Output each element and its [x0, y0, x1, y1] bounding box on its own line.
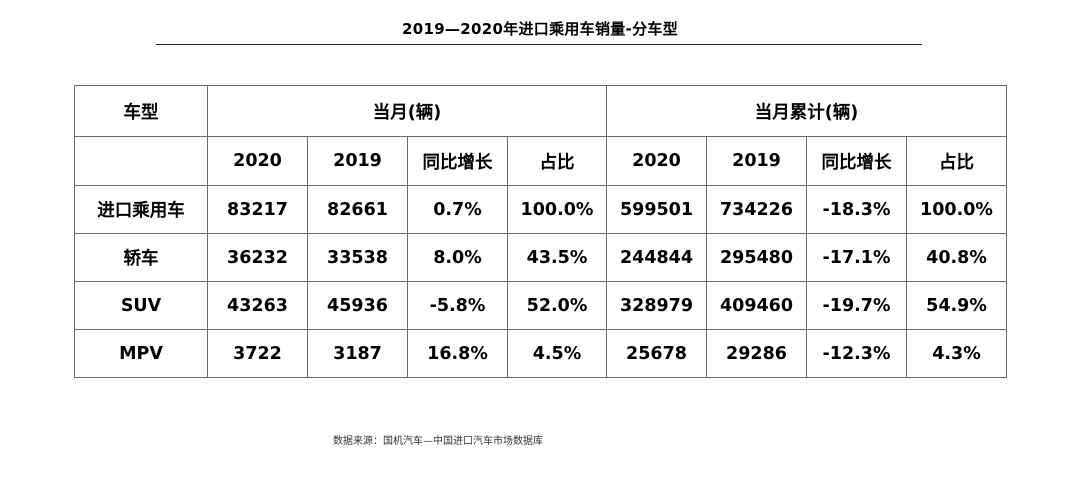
- data-source-note: 数据来源：国机汽车—中国进口汽车市场数据库: [333, 436, 543, 447]
- subheader-monthly-2019: 2019: [307, 136, 408, 186]
- subheader-cumulative-share: 占比: [906, 136, 1007, 186]
- table-cell: 83217: [207, 185, 308, 234]
- table-cell: 29286: [706, 329, 807, 378]
- row-label: 进口乘用车: [74, 185, 208, 234]
- table-cell: -5.8%: [407, 281, 508, 330]
- header-group-row: 车型 当月(辆) 当月累计(辆): [74, 85, 1007, 137]
- table-cell: 33538: [307, 233, 408, 282]
- table-row: 进口乘用车 83217 82661 0.7% 100.0% 599501 734…: [74, 185, 1007, 234]
- empty-header-cell: [74, 136, 208, 186]
- table-cell: 54.9%: [906, 281, 1007, 330]
- table-cell: 52.0%: [507, 281, 607, 330]
- table-cell: 45936: [307, 281, 408, 330]
- table-cell: 43263: [207, 281, 308, 330]
- table-cell: -17.1%: [806, 233, 907, 282]
- table-cell: 100.0%: [507, 185, 607, 234]
- row-label: MPV: [74, 329, 208, 378]
- table-cell: 100.0%: [906, 185, 1007, 234]
- table-row: 轿车 36232 33538 8.0% 43.5% 244844 295480 …: [74, 233, 1007, 282]
- table-row: MPV 3722 3187 16.8% 4.5% 25678 29286 -12…: [74, 329, 1007, 378]
- subheader-monthly-share: 占比: [507, 136, 607, 186]
- table-cell: 8.0%: [407, 233, 508, 282]
- subheader-cumulative-2020: 2020: [606, 136, 707, 186]
- row-label: SUV: [74, 281, 208, 330]
- sales-table: 车型 当月(辆) 当月累计(辆) 2020 2019 同比增长 占比 2020 …: [74, 85, 1007, 378]
- vehicle-type-header: 车型: [74, 85, 208, 137]
- subheader-row: 2020 2019 同比增长 占比 2020 2019 同比增长 占比: [74, 136, 1007, 186]
- monthly-group-header: 当月(辆): [207, 85, 607, 137]
- table-row: SUV 43263 45936 -5.8% 52.0% 328979 40946…: [74, 281, 1007, 330]
- table-cell: 4.3%: [906, 329, 1007, 378]
- subheader-monthly-2020: 2020: [207, 136, 308, 186]
- table-cell: 16.8%: [407, 329, 508, 378]
- table-cell: 0.7%: [407, 185, 508, 234]
- title-underline: [156, 44, 922, 45]
- table-cell: 295480: [706, 233, 807, 282]
- table-cell: 36232: [207, 233, 308, 282]
- table-cell: 244844: [606, 233, 707, 282]
- table-cell: -19.7%: [806, 281, 907, 330]
- subheader-cumulative-2019: 2019: [706, 136, 807, 186]
- table-cell: 4.5%: [507, 329, 607, 378]
- table-title: 2019—2020年进口乘用车销量-分车型: [401, 20, 679, 38]
- row-label: 轿车: [74, 233, 208, 282]
- table-cell: -18.3%: [806, 185, 907, 234]
- table-cell: 82661: [307, 185, 408, 234]
- subheader-cumulative-yoy: 同比增长: [806, 136, 907, 186]
- table-cell: 409460: [706, 281, 807, 330]
- table-cell: 328979: [606, 281, 707, 330]
- table-cell: 3187: [307, 329, 408, 378]
- subheader-monthly-yoy: 同比增长: [407, 136, 508, 186]
- table-cell: 3722: [207, 329, 308, 378]
- table-cell: 25678: [606, 329, 707, 378]
- table-cell: -12.3%: [806, 329, 907, 378]
- table-cell: 40.8%: [906, 233, 1007, 282]
- table-cell: 734226: [706, 185, 807, 234]
- table-cell: 599501: [606, 185, 707, 234]
- cumulative-group-header: 当月累计(辆): [606, 85, 1007, 137]
- table-cell: 43.5%: [507, 233, 607, 282]
